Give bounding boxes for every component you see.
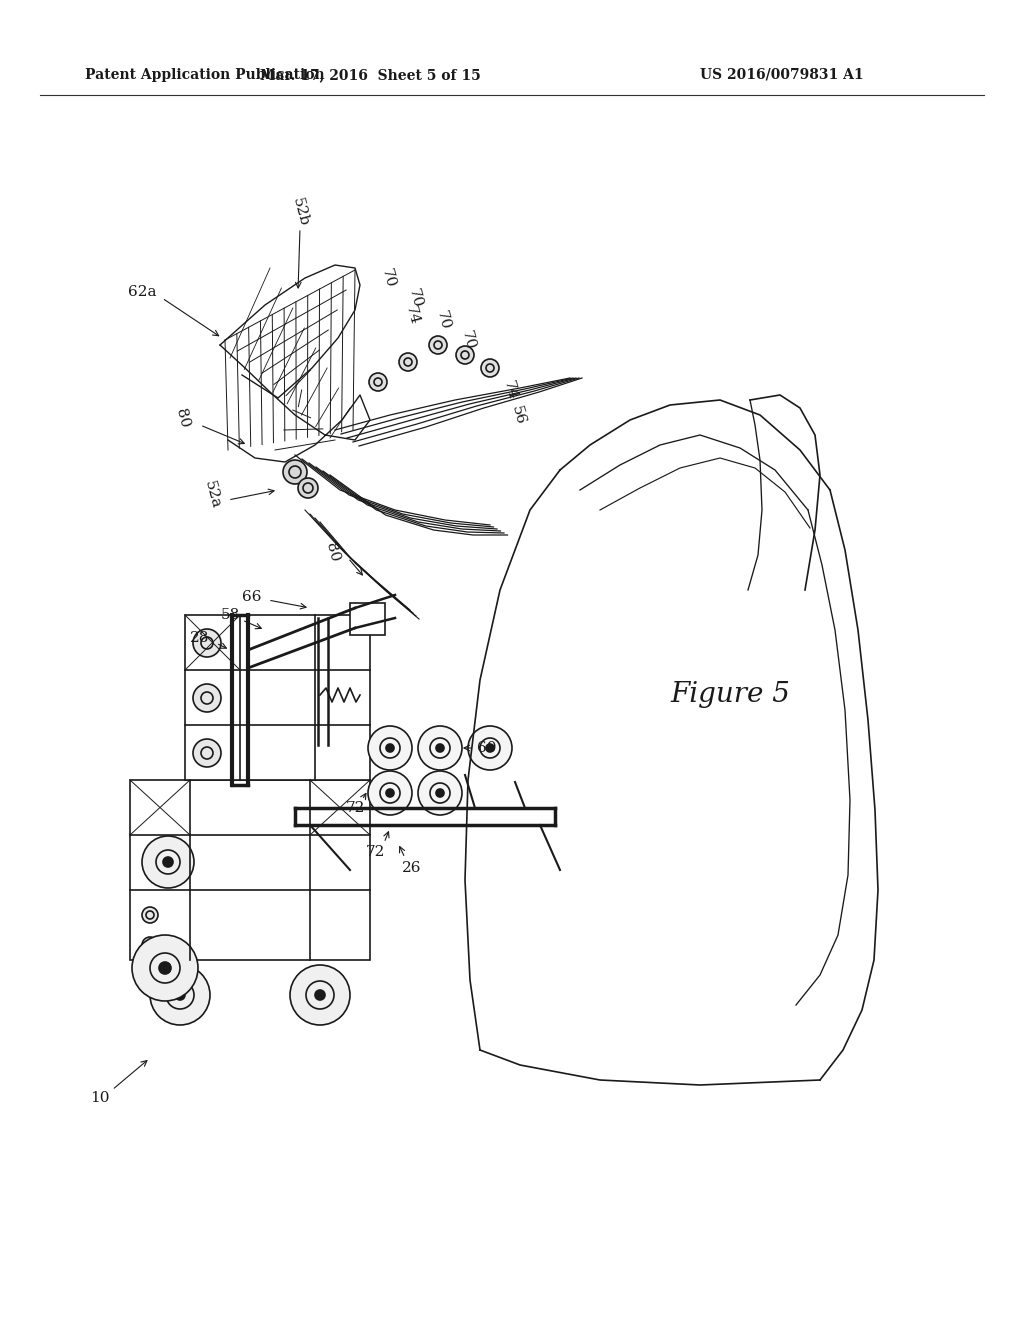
Circle shape bbox=[369, 374, 387, 391]
Circle shape bbox=[193, 630, 221, 657]
Circle shape bbox=[193, 739, 221, 767]
Circle shape bbox=[456, 346, 474, 364]
Circle shape bbox=[175, 990, 185, 1001]
Circle shape bbox=[399, 352, 417, 371]
Circle shape bbox=[298, 478, 318, 498]
Circle shape bbox=[193, 684, 221, 711]
Text: 58: 58 bbox=[220, 609, 240, 622]
Text: 52a: 52a bbox=[202, 479, 222, 511]
Circle shape bbox=[142, 836, 194, 888]
Circle shape bbox=[163, 857, 173, 867]
Circle shape bbox=[132, 935, 198, 1001]
Circle shape bbox=[468, 726, 512, 770]
Circle shape bbox=[429, 337, 447, 354]
Text: 60: 60 bbox=[477, 741, 497, 755]
Circle shape bbox=[481, 359, 499, 378]
Text: 66: 66 bbox=[243, 590, 262, 605]
Text: 56: 56 bbox=[509, 404, 527, 426]
Circle shape bbox=[436, 744, 444, 752]
Circle shape bbox=[386, 744, 394, 752]
Circle shape bbox=[436, 789, 444, 797]
Circle shape bbox=[290, 965, 350, 1026]
Text: Figure 5: Figure 5 bbox=[670, 681, 790, 709]
Text: 74: 74 bbox=[501, 379, 519, 401]
Text: 70: 70 bbox=[379, 267, 397, 289]
Circle shape bbox=[283, 459, 307, 484]
FancyBboxPatch shape bbox=[350, 603, 385, 635]
Circle shape bbox=[418, 726, 462, 770]
Text: Patent Application Publication: Patent Application Publication bbox=[85, 69, 325, 82]
Text: 74: 74 bbox=[402, 304, 421, 326]
Text: Mar. 17, 2016  Sheet 5 of 15: Mar. 17, 2016 Sheet 5 of 15 bbox=[260, 69, 480, 82]
Circle shape bbox=[368, 771, 412, 814]
Circle shape bbox=[150, 965, 210, 1026]
Circle shape bbox=[142, 937, 158, 953]
Circle shape bbox=[386, 789, 394, 797]
Text: 52b: 52b bbox=[290, 197, 310, 228]
Circle shape bbox=[486, 744, 494, 752]
Text: 10: 10 bbox=[90, 1092, 110, 1105]
Text: US 2016/0079831 A1: US 2016/0079831 A1 bbox=[700, 69, 863, 82]
Circle shape bbox=[159, 962, 171, 974]
Circle shape bbox=[368, 726, 412, 770]
FancyBboxPatch shape bbox=[130, 780, 370, 960]
Text: 62a: 62a bbox=[128, 285, 157, 300]
Circle shape bbox=[315, 990, 325, 1001]
Text: 72: 72 bbox=[345, 801, 365, 814]
Text: 80: 80 bbox=[323, 541, 341, 564]
Text: 70: 70 bbox=[406, 286, 424, 309]
Text: 28: 28 bbox=[190, 631, 210, 645]
FancyBboxPatch shape bbox=[185, 615, 370, 780]
Text: 80: 80 bbox=[173, 407, 191, 429]
Circle shape bbox=[142, 907, 158, 923]
Text: 70: 70 bbox=[434, 309, 453, 331]
Circle shape bbox=[418, 771, 462, 814]
Text: 72: 72 bbox=[366, 845, 385, 859]
Text: 26: 26 bbox=[402, 861, 422, 875]
Text: 70: 70 bbox=[459, 329, 477, 351]
